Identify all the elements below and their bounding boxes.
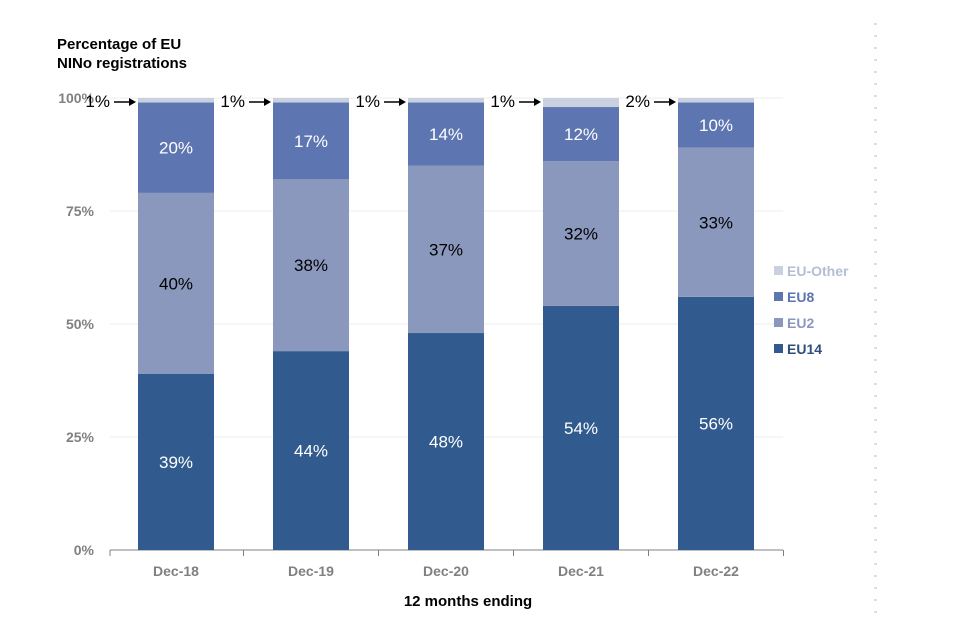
- bar-segment-eu-other-dec-21: [543, 98, 619, 108]
- data-label-eu8: 17%: [294, 132, 328, 151]
- right-dashed-border: [874, 23, 877, 613]
- data-label-eu-other: 1%: [220, 92, 245, 111]
- arrow-head-icon: [399, 98, 406, 106]
- data-label-eu14: 44%: [294, 442, 328, 461]
- x-axis-title: 12 months ending: [404, 593, 532, 610]
- bar-segment-eu8-dec-18: [138, 102, 214, 193]
- data-label-eu-other: 1%: [85, 92, 110, 111]
- data-label-eu14: 48%: [429, 433, 463, 452]
- bar-segment-eu14-dec-18: [138, 373, 214, 550]
- data-label-eu8: 20%: [159, 139, 193, 158]
- data-label-eu2: 40%: [159, 274, 193, 293]
- data-label-eu-other: 1%: [490, 92, 515, 111]
- data-label-eu14: 39%: [159, 453, 193, 472]
- y-axis-title-line-1: Percentage of EU: [57, 36, 181, 53]
- x-tick-label: Dec-21: [558, 563, 604, 579]
- bar-segment-eu-other-dec-20: [408, 98, 484, 103]
- bar-segment-eu-other-dec-22: [678, 98, 754, 103]
- bar-segment-eu2-dec-22: [678, 147, 754, 297]
- arrow-head-icon: [669, 98, 676, 106]
- bar-segment-eu14-dec-21: [543, 305, 619, 550]
- bar-segment-eu-other-dec-19: [273, 98, 349, 103]
- bar-segment-eu2-dec-18: [138, 192, 214, 374]
- bar-segment-eu-other-dec-18: [138, 98, 214, 103]
- bar-segment-eu14-dec-20: [408, 333, 484, 550]
- data-labels: 39% 40% 20% 1% 44% 38% 17% 1% 48% 37% 14% 1% 54% 32% 1…: [85, 92, 733, 472]
- legend-label-eu8: EU8: [787, 289, 814, 305]
- legend-label-eu14: EU14: [787, 341, 822, 357]
- legend-swatch-eu14: [774, 344, 783, 353]
- arrow-head-icon: [264, 98, 271, 106]
- bar-segment-eu8-dec-21: [543, 107, 619, 162]
- bar-segment-eu14-dec-19: [273, 351, 349, 550]
- x-tick-label: Dec-22: [693, 563, 739, 579]
- bar-segment-eu8-dec-19: [273, 102, 349, 180]
- arrow-head-icon: [534, 98, 541, 106]
- y-axis-title-line-2: NINo registrations: [57, 55, 187, 72]
- y-tick-label: 50%: [66, 316, 95, 332]
- data-label-eu2: 32%: [564, 225, 598, 244]
- legend-label-eu2: EU2: [787, 315, 814, 331]
- y-tick-label: 0%: [74, 542, 95, 558]
- data-label-eu2: 37%: [429, 240, 463, 259]
- data-label-eu14: 56%: [699, 414, 733, 433]
- arrow-head-icon: [129, 98, 136, 106]
- x-tick-label: Dec-20: [423, 563, 469, 579]
- bar-segment-eu14-dec-22: [678, 296, 754, 550]
- bar-segment-eu2-dec-19: [273, 179, 349, 352]
- x-tick-label: Dec-18: [153, 563, 199, 579]
- axes: 0% 25% 50% 75% 100% Dec-18 Dec-19 Dec-20 Dec-21 D…: [58, 90, 784, 579]
- data-label-eu2: 33%: [699, 213, 733, 232]
- legend-swatch-eu-other: [774, 266, 783, 275]
- bar-segment-eu8-dec-20: [408, 102, 484, 166]
- legend-swatch-eu2: [774, 318, 783, 327]
- data-label-eu8: 14%: [429, 125, 463, 144]
- bar-segment-eu8-dec-22: [678, 102, 754, 148]
- legend: EU-Other EU8 EU2 EU14: [774, 263, 849, 357]
- data-label-eu-other: 1%: [355, 92, 380, 111]
- bar-segment-eu2-dec-20: [408, 165, 484, 334]
- data-label-eu2: 38%: [294, 256, 328, 275]
- bars: [138, 98, 754, 550]
- data-label-eu8: 10%: [699, 116, 733, 135]
- bar-segment-eu2-dec-21: [543, 161, 619, 306]
- legend-swatch-eu8: [774, 292, 783, 301]
- legend-label-eu-other: EU-Other: [787, 263, 849, 279]
- data-label-eu8: 12%: [564, 125, 598, 144]
- y-tick-label: 100%: [58, 90, 94, 106]
- y-tick-label: 75%: [66, 203, 95, 219]
- data-label-eu14: 54%: [564, 419, 598, 438]
- y-tick-label: 25%: [66, 429, 95, 445]
- x-tick-label: Dec-19: [288, 563, 334, 579]
- data-label-eu-other: 2%: [625, 92, 650, 111]
